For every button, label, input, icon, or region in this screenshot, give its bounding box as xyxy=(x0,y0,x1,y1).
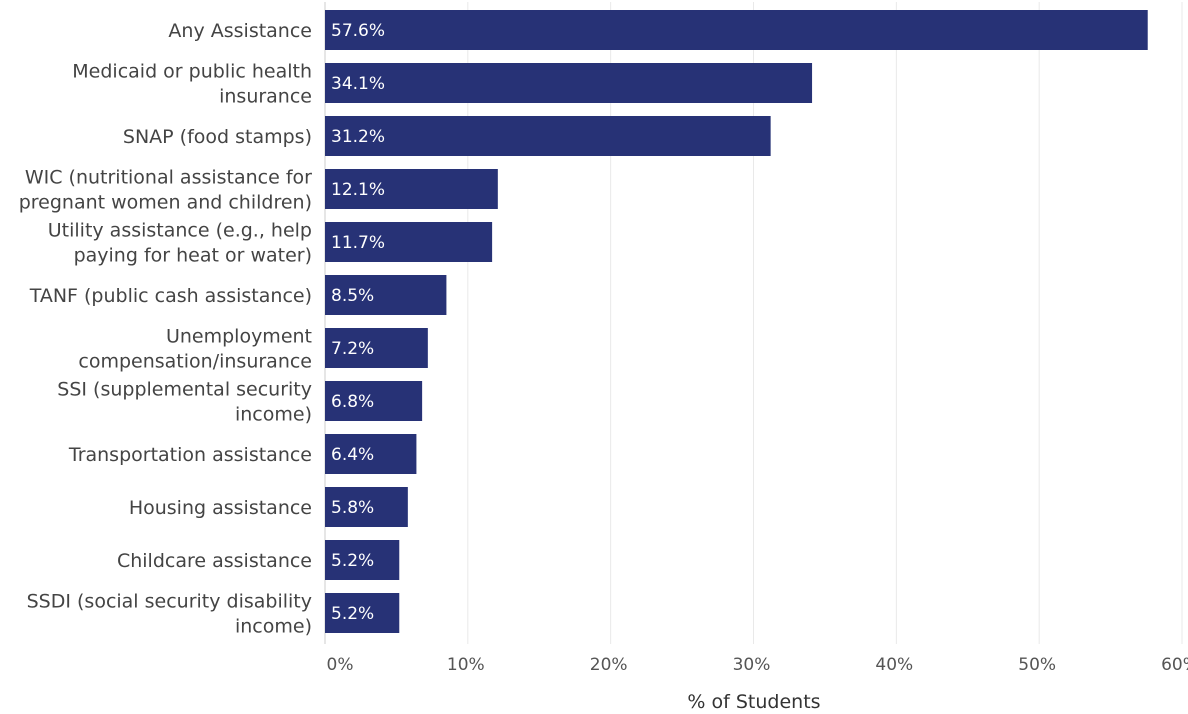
category-label: Housing assistance xyxy=(129,497,312,519)
category-label: Unemployment xyxy=(166,326,312,348)
bar-value-label: 31.2% xyxy=(331,127,385,147)
bar xyxy=(325,222,493,262)
bar-value-label: 12.1% xyxy=(331,180,385,200)
category-label: TANF (public cash assistance) xyxy=(29,285,312,307)
bar-value-label: 6.4% xyxy=(331,445,374,465)
category-label: SNAP (food stamps) xyxy=(123,126,312,148)
category-label: SSI (supplemental security xyxy=(57,379,312,401)
x-tick-label: 20% xyxy=(590,655,628,675)
bars: 57.6% 34.1% 31.2% 12.1% 11.7% 8.5% 7.2% 6.8% 6.4… xyxy=(325,10,1148,633)
bar-value-label: 7.2% xyxy=(331,339,374,359)
bar xyxy=(325,540,400,580)
category-label: Childcare assistance xyxy=(117,550,312,572)
x-axis-ticks: 0% 10% 20% 30% 40% 50% 60% xyxy=(327,655,1188,675)
bar xyxy=(325,487,408,527)
category-label: SSDI (social security disability xyxy=(27,591,312,613)
x-tick-label: 60% xyxy=(1161,655,1188,675)
category-label: Any Assistance xyxy=(168,20,312,42)
x-axis-title: % of Students xyxy=(687,691,820,713)
gridlines xyxy=(324,2,1183,644)
category-label: compensation/insurance xyxy=(78,351,312,373)
x-tick-label: 50% xyxy=(1018,655,1056,675)
category-label: insurance xyxy=(219,86,312,108)
category-label: Transportation assistance xyxy=(68,444,312,466)
x-tick-label: 10% xyxy=(447,655,485,675)
bar xyxy=(325,116,771,156)
category-labels: Any Assistance Medicaid or public health i… xyxy=(19,20,312,638)
bar xyxy=(325,169,498,209)
bar-value-label: 5.2% xyxy=(331,604,374,624)
bar-value-label: 5.8% xyxy=(331,498,374,518)
bar xyxy=(325,328,428,368)
bar xyxy=(325,10,1148,50)
category-label: income) xyxy=(235,616,312,638)
bar-value-label: 34.1% xyxy=(331,74,385,94)
bar-value-label: 5.2% xyxy=(331,551,374,571)
category-label: paying for heat or water) xyxy=(74,245,312,267)
category-label: Utility assistance (e.g., help xyxy=(48,220,312,242)
category-label: pregnant women and children) xyxy=(19,192,312,214)
bar-value-label: 8.5% xyxy=(331,286,374,306)
category-label: income) xyxy=(235,404,312,426)
bar xyxy=(325,275,447,315)
bar xyxy=(325,593,400,633)
bar-value-label: 11.7% xyxy=(331,233,385,253)
category-label: Medicaid or public health xyxy=(72,61,312,83)
x-tick-label: 30% xyxy=(733,655,771,675)
x-tick-label: 0% xyxy=(327,655,354,675)
bar xyxy=(325,434,417,474)
bar xyxy=(325,381,423,421)
category-label: WIC (nutritional assistance for xyxy=(25,167,312,189)
bar-value-label: 57.6% xyxy=(331,21,385,41)
bar-value-label: 6.8% xyxy=(331,392,374,412)
x-tick-label: 40% xyxy=(875,655,913,675)
bar xyxy=(325,63,813,103)
